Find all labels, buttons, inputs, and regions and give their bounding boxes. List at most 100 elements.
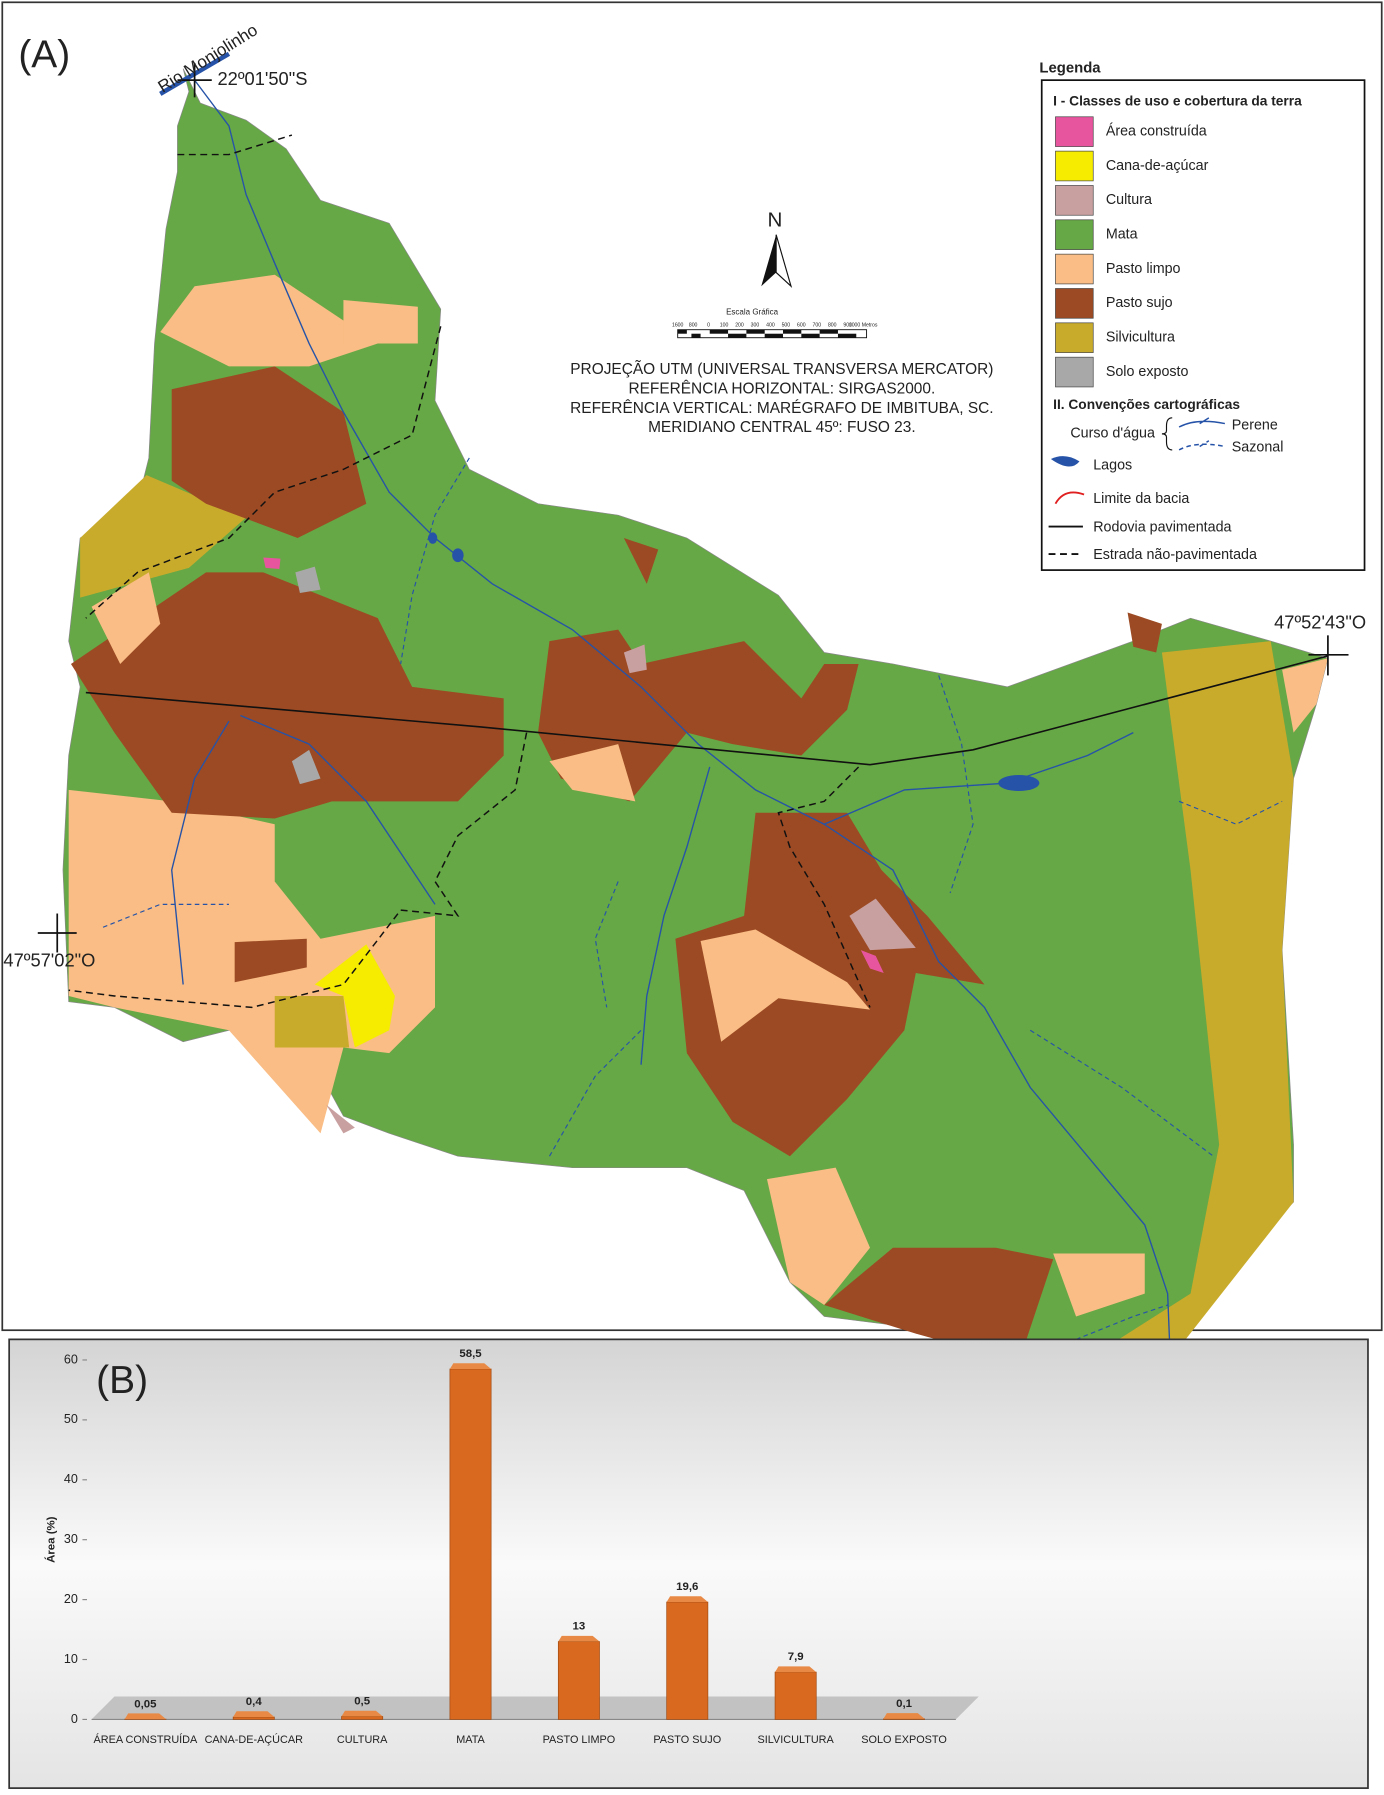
y-axis-title: Área (%) [45,1516,58,1563]
legend-label: Cultura [1106,192,1152,208]
bar [774,1671,817,1720]
scale-label: 300 [751,322,760,328]
legend-label: Pasto limpo [1106,261,1181,277]
chart: (B) Área (%) 0 10 20 30 40 50 60 0,05 ÁREA CONSTRU… [8,1338,1369,1789]
scale-label: 100 [720,322,729,328]
patch-pasto-limpo [1282,658,1328,733]
legend-swatch [1055,356,1094,388]
patch-pasto-limpo [1053,1253,1145,1317]
legend-swatch [1055,288,1094,319]
legend-label: Pasto sujo [1106,295,1173,311]
unpaved-road [68,732,528,1009]
river-perennial [194,79,1171,1351]
patch-cultura [326,1104,355,1134]
x-tick-label: MATA [456,1734,485,1746]
legend-label: Perene [1232,418,1278,434]
patch-pasto-sujo [234,938,307,983]
legend-label: Curso d'água [1070,426,1155,442]
legend-title: Legenda [1039,61,1101,77]
scale-label: 800 [828,322,837,328]
scale-label: 800 [689,322,698,328]
river-seasonal [1075,1304,1168,1340]
scale-label: 400 [766,322,775,328]
patch-pasto-limpo [766,1167,871,1306]
scale-label: 1000 Metros [849,322,878,328]
legend-swatch [1055,322,1094,353]
chart-frame [8,1338,1369,1789]
scale-label: 0 [707,322,710,328]
bar-top [341,1710,383,1717]
patch-pasto-sujo [70,572,504,819]
patch-area-construida [860,950,884,974]
patch-solo-exposto [295,566,321,593]
river-seasonal [102,903,229,928]
bar-top [124,1713,166,1720]
legend-label: Área construída [1106,122,1207,139]
x-tick-label: CULTURA [337,1734,388,1746]
bar-top [449,1363,492,1369]
x-tick-label: CANA-DE-AÇÚCAR [205,1733,304,1746]
chart-floor [91,1696,979,1720]
value-label: 7,9 [788,1651,804,1663]
y-tick-label: 30 [64,1532,78,1546]
panel-label: (A) [18,34,70,77]
bar-top [883,1713,925,1719]
river-perennial [171,720,230,985]
legend-label: Sazonal [1232,439,1284,455]
legend-swatch [1055,253,1094,285]
patch-pasto-sujo [623,538,659,584]
patch-pasto-limpo [700,929,871,1042]
legend-label: Estrada não-pavimentada [1093,547,1257,563]
value-label: 58,5 [459,1348,482,1360]
x-tick-label: SILVICULTURA [758,1734,835,1746]
x-tick-label: PASTO LIMPO [543,1734,616,1746]
y-tick-label: 10 [64,1652,78,1666]
scale-title: Escala Gráfica [726,308,779,317]
legend-swatch [1055,219,1094,250]
legend-swatch [1055,185,1094,216]
panel-label: (B) [96,1359,148,1402]
value-label: 0,05 [134,1698,157,1710]
unpaved-road [777,766,871,1008]
river-seasonal [1178,800,1283,825]
patch-cana [314,944,395,1048]
value-label: 0,1 [896,1698,913,1710]
value-label: 0,5 [354,1696,371,1708]
scale-bar [677,329,868,339]
legend-box [1040,79,1366,571]
bar [449,1368,492,1720]
legend-swatch [1055,150,1094,182]
scale-label: 200 [735,322,744,328]
y-tick-label: 0 [71,1712,78,1726]
legend-label: Lagos [1093,458,1132,474]
unpaved-road [177,134,293,156]
unpaved-road [85,326,442,619]
patch-cultura [849,898,916,951]
patch-area-construida [263,557,281,569]
legend-label: Cana-de-açúcar [1106,158,1209,174]
bar [883,1718,925,1720]
river-seasonal [938,675,974,894]
legend-label: Limite da bacia [1093,491,1189,507]
coord-north: 22º01'50"S [218,68,308,89]
value-label: 13 [573,1621,586,1633]
bar [557,1641,600,1720]
coord-east: 47º52'43"O [1274,612,1366,633]
map: Legenda I - Classes de uso e cobertura da… [3,19,1366,1402]
river-seasonal [400,457,470,665]
y-tick-label: 20 [64,1592,78,1606]
patch-silvicultura [80,475,247,598]
bar-top [775,1666,817,1673]
patch-pasto-limpo [91,572,161,664]
legend-label: Silvicultura [1106,329,1175,345]
patch-pasto-sujo [171,366,367,539]
legend-seasonal [1178,440,1226,451]
patch-solo-exposto [291,749,321,785]
legend: Legenda I - Classes de uso e cobertura da… [1039,61,1302,563]
river-seasonal [1029,1029,1214,1157]
projection-line: MERIDIANO CENTRAL 45º: FUSO 23. [648,419,916,436]
legend-brace [1161,417,1173,451]
value-label: 19,6 [676,1581,698,1593]
